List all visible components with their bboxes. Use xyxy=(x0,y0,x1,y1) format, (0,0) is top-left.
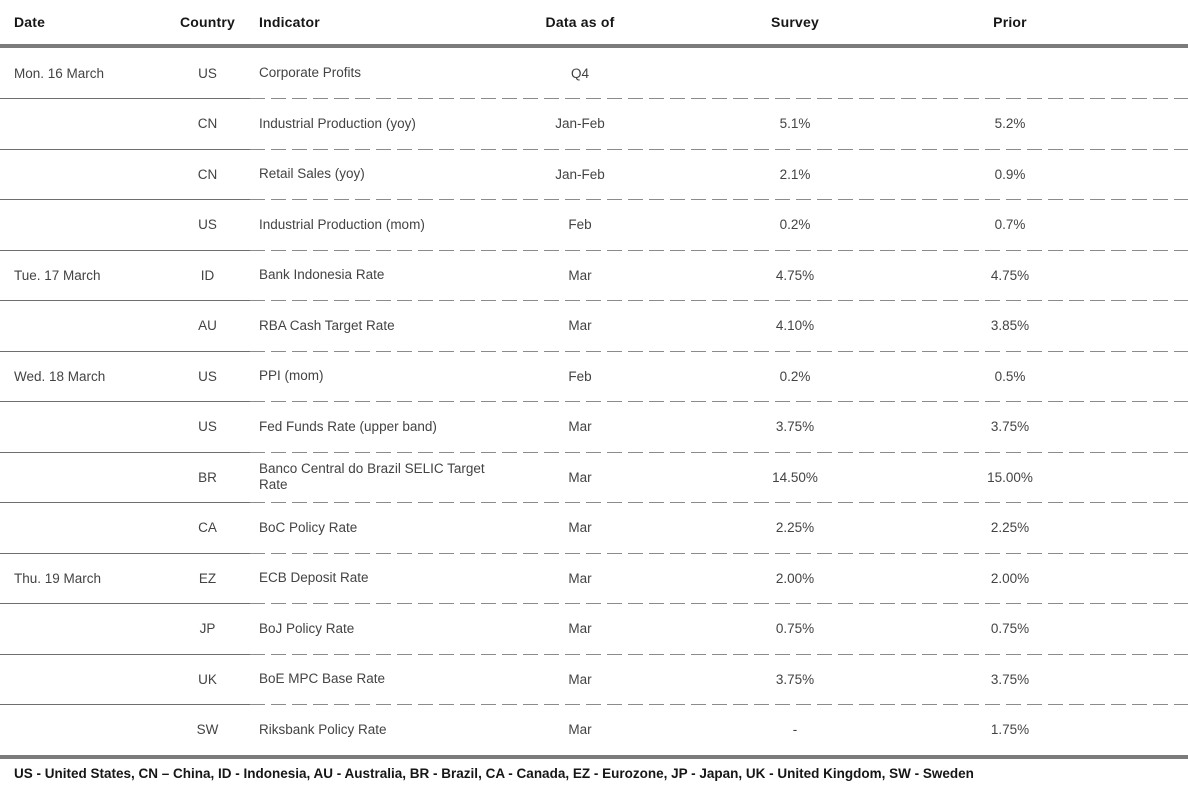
cell-indicator: PPI (mom) xyxy=(259,368,324,384)
cell-survey: 2.1% xyxy=(779,166,811,182)
cell-country: CN xyxy=(197,116,218,132)
country-code-legend: US - United States, CN – China, ID - Ind… xyxy=(14,766,974,781)
cell-prior: 2.00% xyxy=(990,570,1030,586)
table-row: BR Banco Central do Brazil SELIC Target R… xyxy=(0,452,1188,503)
cell-country: US xyxy=(198,217,217,233)
cell-prior: 15.00% xyxy=(987,469,1033,485)
cell-data-as-of: Mar xyxy=(568,570,592,586)
table-row: Thu. 19 March EZ ECB Deposit Rate Mar 2.00% 2… xyxy=(0,553,1188,604)
cell-data-as-of: Mar xyxy=(568,722,592,738)
cell-indicator: Industrial Production (mom) xyxy=(259,216,425,232)
cell-survey: 4.10% xyxy=(775,318,815,334)
cell-country: SW xyxy=(196,722,219,738)
col-header-indicator: Indicator xyxy=(259,14,320,30)
cell-prior: 0.75% xyxy=(990,621,1030,637)
cell-date: Thu. 19 March xyxy=(14,570,102,586)
cell-data-as-of: Q4 xyxy=(570,65,589,81)
cell-country: US xyxy=(198,368,217,384)
cell-prior: 0.7% xyxy=(994,217,1026,233)
cell-survey: 5.1% xyxy=(779,116,811,132)
cell-country: JP xyxy=(199,621,216,637)
table-row: UK BoE MPC Base Rate Mar 3.75% 3.75% xyxy=(0,654,1188,705)
cell-survey: 14.50% xyxy=(772,469,818,485)
cell-indicator: BoE MPC Base Rate xyxy=(259,671,386,687)
cell-survey: 2.25% xyxy=(775,520,815,536)
cell-country: US xyxy=(198,419,217,435)
cell-indicator: Retail Sales (yoy) xyxy=(259,166,365,182)
cell-indicator: Corporate Profits xyxy=(259,65,362,81)
cell-data-as-of: Mar xyxy=(568,621,592,637)
table-header-row: Date Country Indicator Data as of Survey… xyxy=(0,0,1188,48)
cell-indicator: ECB Deposit Rate xyxy=(259,570,369,586)
cell-survey: 2.00% xyxy=(775,570,815,586)
table-row: Mon. 16 March US Corporate Profits Q4 xyxy=(0,48,1188,99)
table-body: Mon. 16 March US Corporate Profits Q4 CN Indu… xyxy=(0,48,1188,755)
col-header-data-as-of: Data as of xyxy=(545,14,615,30)
cell-country: US xyxy=(198,65,217,81)
col-header-country: Country xyxy=(179,14,236,30)
table-row: Tue. 17 March ID Bank Indonesia Rate Mar 4.7… xyxy=(0,250,1188,301)
cell-indicator: BoJ Policy Rate xyxy=(259,620,355,636)
col-header-prior: Prior xyxy=(993,14,1027,30)
cell-country: AU xyxy=(198,318,217,334)
table-row: AU RBA Cash Target Rate Mar 4.10% 3.85% xyxy=(0,301,1188,351)
cell-indicator: Riksbank Policy Rate xyxy=(259,721,387,737)
cell-data-as-of: Mar xyxy=(568,520,592,536)
table-row: JP BoJ Policy Rate Mar 0.75% 0.75% xyxy=(0,604,1188,654)
cell-data-as-of: Mar xyxy=(568,671,592,687)
cell-indicator: Industrial Production (yoy) xyxy=(259,115,416,131)
cell-survey: - xyxy=(792,722,798,738)
cell-prior: 3.85% xyxy=(990,318,1030,334)
cell-indicator: BoC Policy Rate xyxy=(259,519,358,535)
col-header-survey: Survey xyxy=(771,14,819,30)
cell-prior: 4.75% xyxy=(990,267,1030,283)
cell-country: BR xyxy=(198,469,217,485)
cell-indicator: Fed Funds Rate (upper band) xyxy=(259,418,437,434)
table-row: US Industrial Production (mom) Feb 0.2% 0.7% xyxy=(0,200,1188,250)
cell-date: Tue. 17 March xyxy=(14,267,101,283)
cell-survey: 0.2% xyxy=(779,217,811,233)
table-row: Wed. 18 March US PPI (mom) Feb 0.2% 0.5% xyxy=(0,351,1188,402)
cell-country: ID xyxy=(200,267,215,283)
cell-prior: 3.75% xyxy=(990,419,1030,435)
cell-survey: 0.75% xyxy=(775,621,815,637)
cell-country: EZ xyxy=(198,570,217,586)
cell-data-as-of: Jan-Feb xyxy=(555,166,605,182)
cell-date: Mon. 16 March xyxy=(14,65,105,81)
table-row: US Fed Funds Rate (upper band) Mar 3.75% 3.7… xyxy=(0,402,1188,452)
cell-prior: 1.75% xyxy=(990,722,1030,738)
cell-indicator: Bank Indonesia Rate xyxy=(259,267,385,283)
cell-data-as-of: Feb xyxy=(568,217,592,233)
cell-country: CN xyxy=(197,166,218,182)
cell-survey: 4.75% xyxy=(775,267,815,283)
cell-prior: 0.5% xyxy=(994,368,1026,384)
cell-country: UK xyxy=(198,671,217,687)
cell-data-as-of: Feb xyxy=(568,368,592,384)
cell-survey: 3.75% xyxy=(775,419,815,435)
table-row: CN Retail Sales (yoy) Jan-Feb 2.1% 0.9% xyxy=(0,149,1188,200)
table-bottom-rule xyxy=(0,755,1188,759)
cell-data-as-of: Jan-Feb xyxy=(555,116,605,132)
table-row: SW Riksbank Policy Rate Mar - 1.75% xyxy=(0,705,1188,756)
cell-indicator: RBA Cash Target Rate xyxy=(259,317,395,333)
cell-prior: 2.25% xyxy=(990,520,1030,536)
cell-prior: 3.75% xyxy=(990,671,1030,687)
cell-country: CA xyxy=(198,520,217,536)
cell-indicator: Banco Central do Brazil SELIC Target Rat… xyxy=(259,461,485,493)
cell-data-as-of: Mar xyxy=(568,419,592,435)
col-header-date: Date xyxy=(14,14,46,30)
cell-data-as-of: Mar xyxy=(568,318,592,334)
cell-prior: 0.9% xyxy=(994,166,1026,182)
cell-prior: 5.2% xyxy=(994,116,1026,132)
cell-data-as-of: Mar xyxy=(568,469,592,485)
cell-data-as-of: Mar xyxy=(568,267,592,283)
cell-survey: 3.75% xyxy=(775,671,815,687)
cell-survey: 0.2% xyxy=(779,368,811,384)
table-row: CA BoC Policy Rate Mar 2.25% 2.25% xyxy=(0,503,1188,553)
table-row: CN Industrial Production (yoy) Jan-Feb 5.1%… xyxy=(0,99,1188,149)
cell-date: Wed. 18 March xyxy=(14,368,106,384)
